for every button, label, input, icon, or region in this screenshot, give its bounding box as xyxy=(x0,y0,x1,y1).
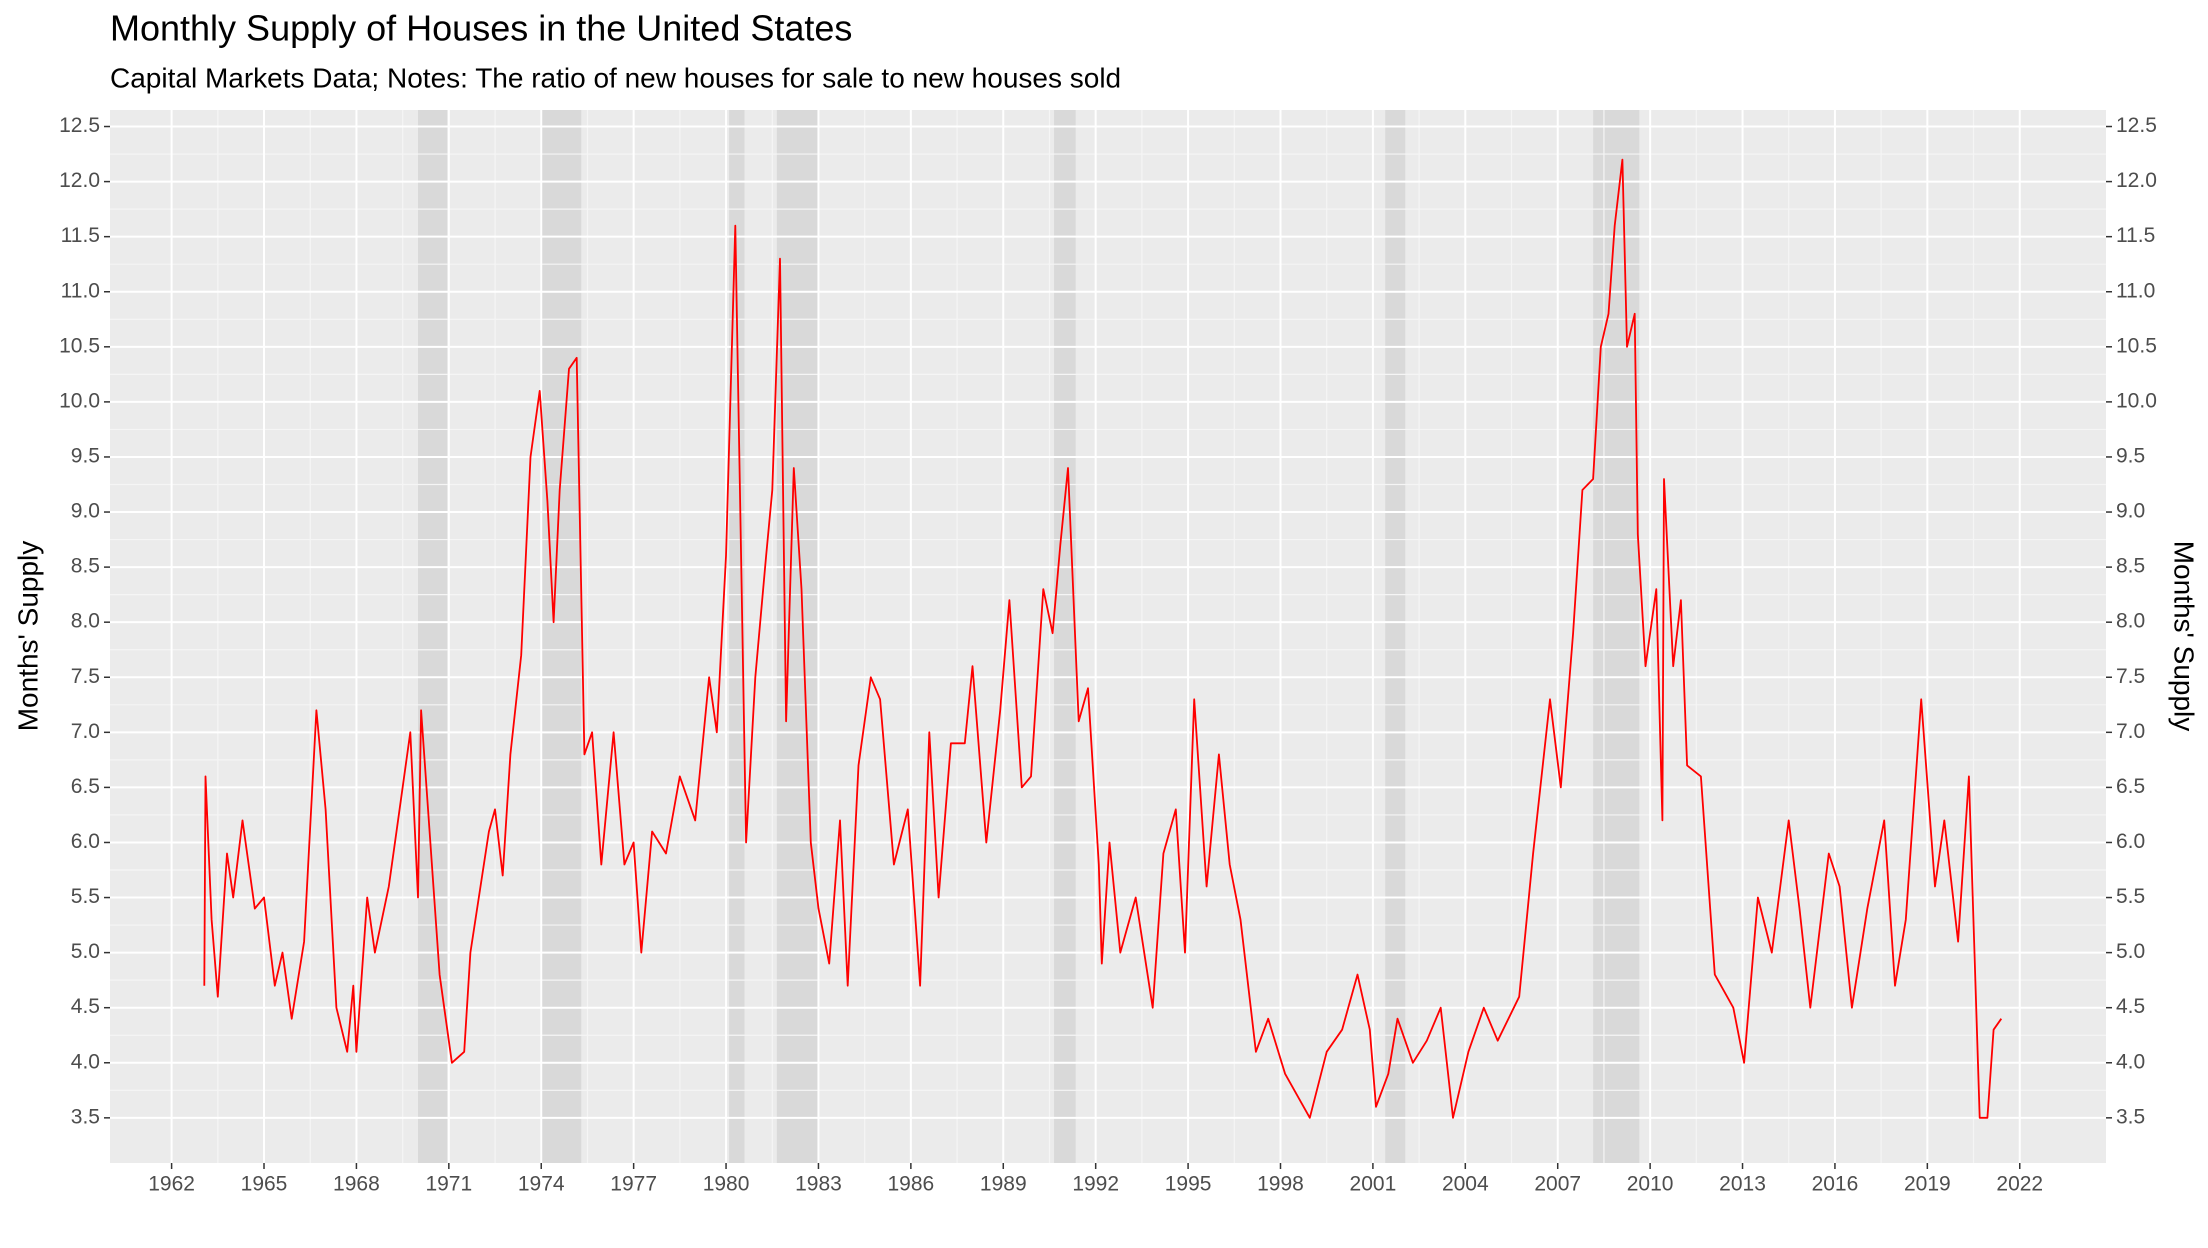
y-tick-label: 6.0 xyxy=(71,830,100,853)
y-tick-label: 5.0 xyxy=(71,940,100,963)
recession-band xyxy=(1593,110,1640,1163)
x-tick-label: 1977 xyxy=(610,1173,657,1196)
x-tick-label: 1992 xyxy=(1072,1173,1119,1196)
x-tick-label: 2019 xyxy=(1904,1173,1951,1196)
y-tick-label: 5.5 xyxy=(71,885,100,908)
recession-band xyxy=(1054,110,1076,1163)
x-tick-label: 1998 xyxy=(1257,1173,1304,1196)
x-tick-label: 1971 xyxy=(425,1173,472,1196)
y-tick-label: 6.5 xyxy=(71,775,100,798)
x-tick-label: 1986 xyxy=(888,1173,935,1196)
x-tick-label: 2010 xyxy=(1627,1173,1674,1196)
y-tick-label: 10.0 xyxy=(59,389,100,412)
data-line xyxy=(203,158,2003,1119)
plot-background xyxy=(110,110,2106,1163)
recession-band xyxy=(1385,110,1406,1163)
y-tick-label: 4.0 xyxy=(71,1050,100,1073)
y2-tick-label: 6.5 xyxy=(2116,775,2145,798)
y-tick-label: 7.5 xyxy=(71,665,100,688)
recession-band xyxy=(776,110,819,1163)
x-tick-label: 2001 xyxy=(1350,1173,1397,1196)
y2-tick-label: 7.0 xyxy=(2116,720,2145,743)
y2-tick-label: 8.0 xyxy=(2116,610,2145,633)
y2-tick-label: 3.5 xyxy=(2116,1105,2145,1128)
x-tick-label: 1965 xyxy=(241,1173,288,1196)
y-tick-label: 9.0 xyxy=(71,500,100,523)
x-tick-label: 2016 xyxy=(1812,1173,1859,1196)
x-tick-label: 1983 xyxy=(795,1173,842,1196)
y-tick-label: 4.5 xyxy=(71,995,100,1018)
y2-tick-label: 7.5 xyxy=(2116,665,2145,688)
y2-axis-label: Months' Supply xyxy=(2169,541,2200,732)
y2-tick-label: 10.5 xyxy=(2116,334,2157,357)
x-tick-label: 1980 xyxy=(703,1173,750,1196)
y-tick-label: 8.0 xyxy=(71,610,100,633)
recession-band xyxy=(729,110,745,1163)
x-tick-label: 2004 xyxy=(1442,1173,1489,1196)
recession-band xyxy=(418,110,448,1163)
y2-tick-label: 10.0 xyxy=(2116,389,2157,412)
y2-tick-label: 4.0 xyxy=(2116,1050,2145,1073)
y2-tick-label: 6.0 xyxy=(2116,830,2145,853)
x-tick-label: 2007 xyxy=(1534,1173,1581,1196)
chart-subtitle: Capital Markets Data; Notes: The ratio o… xyxy=(110,62,1121,93)
y2-tick-label: 5.0 xyxy=(2116,940,2145,963)
y2-tick-label: 12.0 xyxy=(2116,169,2157,192)
x-tick-label: 2022 xyxy=(1996,1173,2043,1196)
chart-title: Monthly Supply of Houses in the United S… xyxy=(110,8,852,49)
x-tick-label: 2013 xyxy=(1719,1173,1766,1196)
y2-tick-label: 11.0 xyxy=(2116,279,2155,302)
y-tick-label: 8.5 xyxy=(71,555,100,578)
y-tick-label: 11.0 xyxy=(61,279,100,302)
recession-band xyxy=(541,110,582,1163)
y-tick-label: 3.5 xyxy=(71,1105,100,1128)
y2-tick-label: 9.5 xyxy=(2116,445,2145,468)
y2-tick-label: 9.0 xyxy=(2116,500,2145,523)
y2-tick-label: 8.5 xyxy=(2116,555,2145,578)
x-tick-label: 1995 xyxy=(1165,1173,1212,1196)
y-tick-label: 11.5 xyxy=(61,224,100,247)
x-tick-label: 1974 xyxy=(518,1173,565,1196)
x-tick-label: 1962 xyxy=(148,1173,195,1196)
x-tick-label: 1968 xyxy=(333,1173,380,1196)
y-tick-label: 7.0 xyxy=(71,720,100,743)
y-tick-label: 12.5 xyxy=(59,114,100,137)
y2-tick-label: 5.5 xyxy=(2116,885,2145,908)
y2-tick-label: 11.5 xyxy=(2116,224,2155,247)
x-tick-label: 1989 xyxy=(980,1173,1027,1196)
y2-tick-label: 4.5 xyxy=(2116,995,2145,1018)
y-tick-label: 12.0 xyxy=(59,169,100,192)
y-tick-label: 10.5 xyxy=(59,334,100,357)
y-axis-label: Months' Supply xyxy=(12,541,43,732)
y-tick-label: 9.5 xyxy=(71,445,100,468)
y2-tick-label: 12.5 xyxy=(2116,114,2157,137)
